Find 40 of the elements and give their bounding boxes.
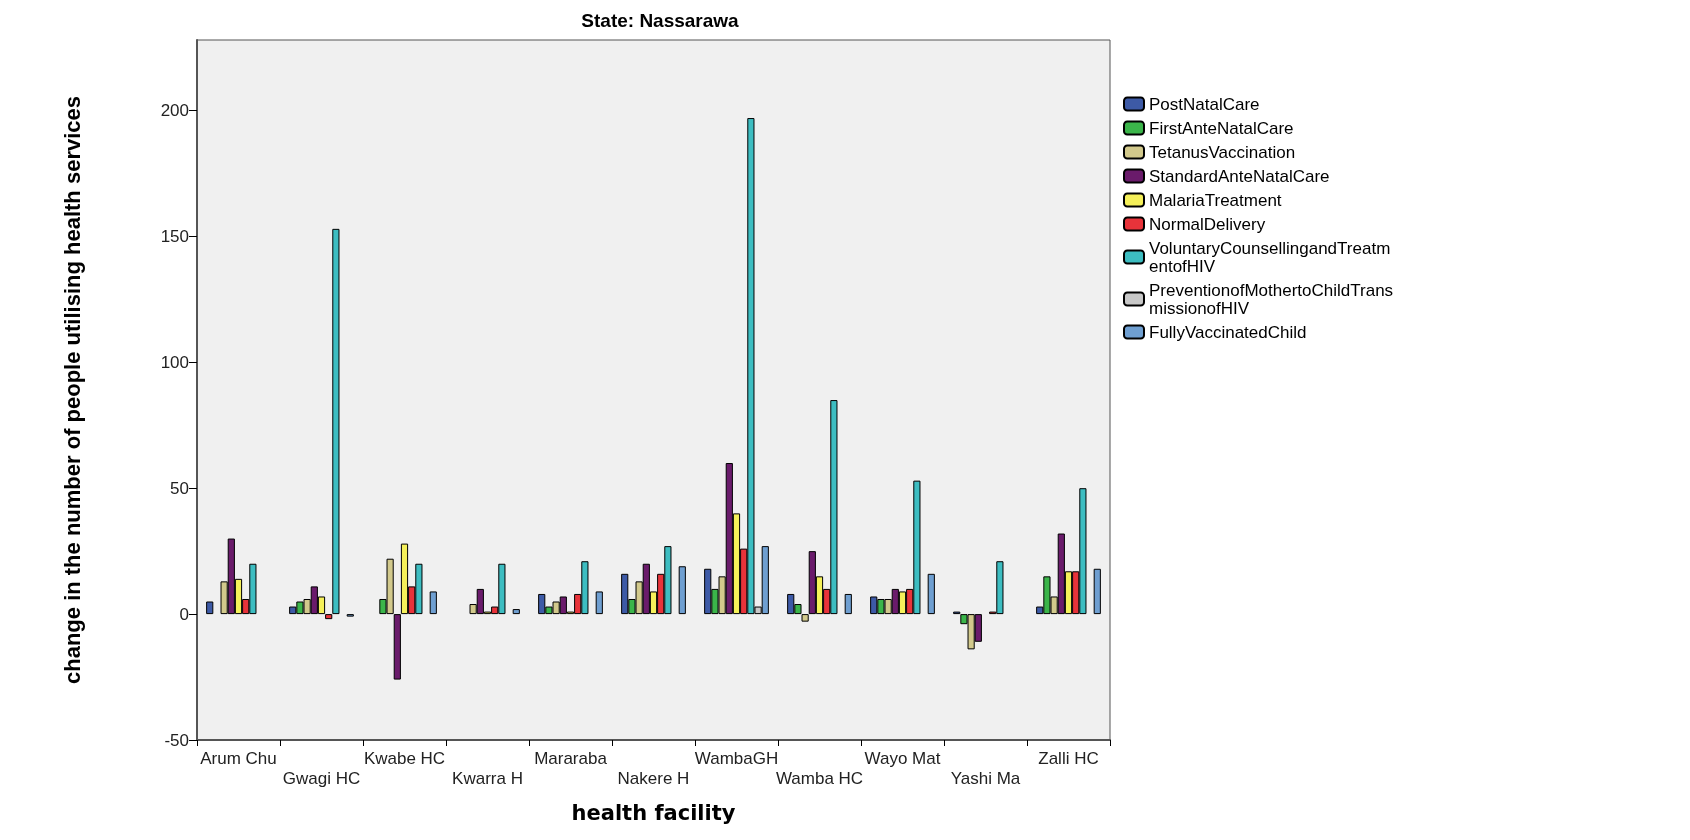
legend-label: VoluntaryCounsellingandTreatmentofHIV: [1149, 238, 1391, 276]
x-tick-label: WambaGH: [694, 748, 779, 768]
legend-label: PreventionofMothertoChildTransmissionofHIV: [1149, 280, 1394, 318]
x-tick-label: Zalli HC: [1038, 748, 1099, 768]
legend-label: PostNatalCare: [1149, 94, 1260, 114]
y-tick-label: 100: [160, 352, 189, 372]
x-tick-label: Kwarra H: [452, 768, 523, 788]
legend-label: FullyVaccinatedChild: [1149, 322, 1307, 342]
legend-label: NormalDelivery: [1149, 214, 1266, 234]
x-tick-label: Arum Chu: [200, 748, 277, 768]
x-tick-label: Yashi Ma: [950, 768, 1021, 788]
bar: [1093, 568, 1101, 615]
x-tick-label: Kwabe HC: [363, 748, 446, 768]
bar: [325, 614, 333, 620]
x-tick-label: Gwagi HC: [282, 768, 361, 788]
bar: [678, 566, 686, 615]
y-tick-label: 50: [170, 478, 189, 498]
bar: [512, 609, 520, 615]
bar: [429, 591, 437, 615]
chart-title: State: Nassarawa: [581, 10, 740, 31]
x-tick-label: Wayo Mat: [864, 748, 941, 768]
x-tick-label: Wamba HC: [775, 768, 864, 788]
legend-label: MalariaTreatment: [1149, 190, 1282, 210]
y-tick-label: -50: [164, 730, 189, 750]
legend-label: TetanusVaccination: [1149, 142, 1296, 162]
y-tick-label: 150: [160, 226, 189, 246]
bar: [206, 601, 214, 615]
x-axis-title: health facility: [571, 800, 736, 825]
legend-label: FirstAnteNatalCare: [1149, 118, 1294, 138]
x-tick-label: Nakere H: [617, 768, 690, 788]
y-tick-label: 0: [179, 604, 189, 624]
bar: [393, 614, 401, 680]
y-tick-label: 200: [160, 101, 189, 120]
bar: [332, 228, 340, 615]
bar: [595, 591, 603, 615]
bar: [927, 573, 935, 615]
y-axis-title: change in the number of people utilising health services: [59, 95, 85, 685]
legend-label: StandardAnteNatalCare: [1149, 166, 1330, 186]
bar: [844, 593, 852, 615]
x-tick-label: Mararaba: [534, 748, 608, 768]
